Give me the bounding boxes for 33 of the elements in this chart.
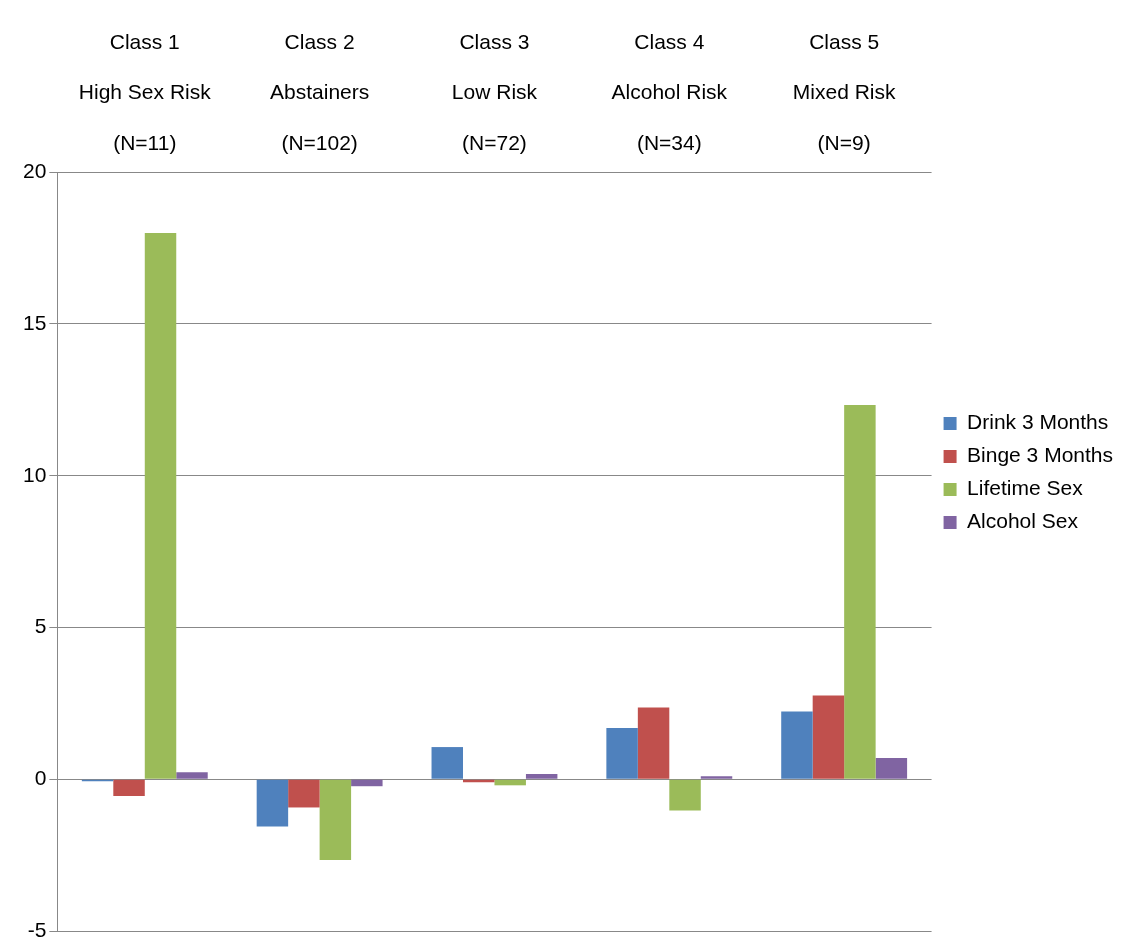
bar xyxy=(176,772,208,779)
category-label: Class 1 High Sex Risk (N=11) xyxy=(78,30,211,154)
bar xyxy=(113,779,145,796)
bar xyxy=(700,776,733,779)
y-tick-label: 20 xyxy=(23,159,47,182)
bar xyxy=(669,779,701,811)
bar xyxy=(781,711,813,779)
bar xyxy=(256,779,289,827)
legend-label: Binge 3 Months xyxy=(967,443,1114,467)
legend-label: Lifetime Sex xyxy=(967,476,1084,500)
category-label: Class 3 Low Risk (N=72) xyxy=(451,30,538,154)
bar xyxy=(319,779,352,860)
legend-label: Drink 3 Months xyxy=(967,410,1109,434)
bar xyxy=(288,779,320,808)
y-tick-label: 10 xyxy=(23,462,47,486)
bar xyxy=(351,779,383,787)
bar xyxy=(494,779,526,786)
bar xyxy=(844,405,876,779)
bar xyxy=(875,757,908,779)
bar xyxy=(525,774,558,779)
bar xyxy=(812,695,845,779)
legend-label: Alcohol Sex xyxy=(967,509,1079,533)
bar xyxy=(144,232,177,779)
category-label: Class 5 Mixed Risk (N=9) xyxy=(792,30,896,154)
bar xyxy=(606,727,638,779)
category-label: Class 4 Alcohol Risk (N=34) xyxy=(611,30,728,154)
bar xyxy=(431,747,463,779)
bar xyxy=(637,707,670,779)
y-tick-label: -5 xyxy=(27,917,47,941)
category-label: Class 2 Abstainers (N=102) xyxy=(270,30,370,154)
y-tick-label: 15 xyxy=(23,310,47,334)
y-tick-label: 0 xyxy=(34,766,47,790)
y-tick-label: 5 xyxy=(34,614,47,638)
